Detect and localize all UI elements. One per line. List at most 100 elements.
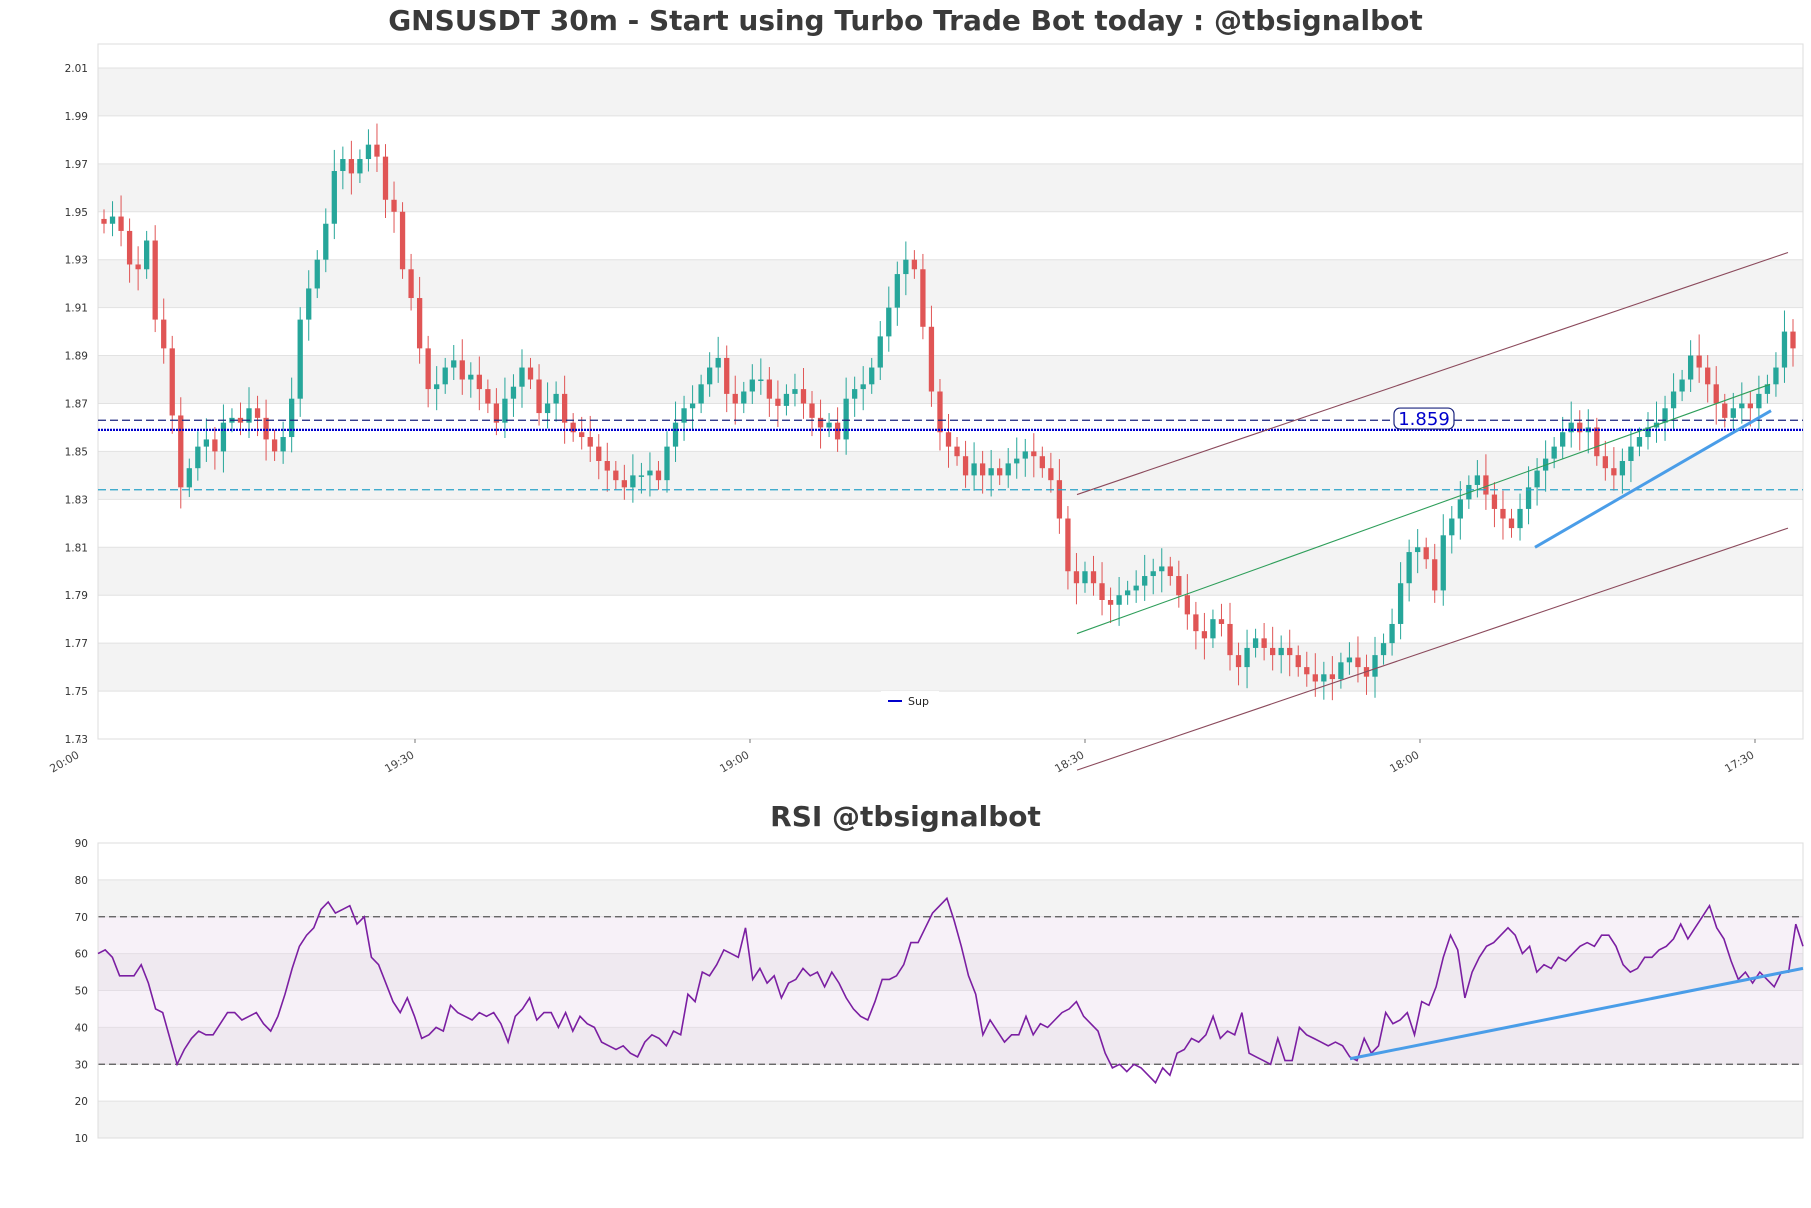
candle-body — [195, 446, 201, 469]
candle-body — [937, 391, 943, 433]
candle-body — [118, 216, 124, 231]
y-tick-label: 1.89 — [65, 351, 88, 363]
candle-body — [1636, 437, 1643, 447]
y-tick-label: 1.77 — [65, 638, 88, 650]
candle-body — [1389, 623, 1395, 644]
rsi-y-tick-label: 60 — [75, 949, 88, 961]
candle-body — [732, 393, 738, 404]
candle-body — [1440, 535, 1446, 591]
candle-body — [954, 446, 960, 457]
candle-body — [553, 393, 559, 404]
candle-body — [1705, 367, 1711, 385]
candle-body — [1415, 547, 1421, 553]
candle-body — [1116, 595, 1122, 605]
x-tick-label: 19:30 — [383, 748, 417, 775]
candle-body — [1611, 468, 1617, 476]
candle-body — [1491, 494, 1498, 509]
candle-body — [1082, 571, 1088, 584]
y-tick-label: 2.01 — [65, 63, 88, 75]
rsi-y-tick-label: 10 — [75, 1133, 88, 1145]
candle-body — [1159, 566, 1165, 572]
rsi-y-tick-label: 90 — [75, 838, 88, 850]
candle-body — [1594, 427, 1600, 457]
candle-body — [817, 417, 824, 428]
grid-band — [98, 355, 1803, 404]
rsi-trendline — [1349, 966, 1804, 1061]
candle-body — [434, 384, 440, 390]
candle-body — [647, 470, 653, 476]
candle-body — [1329, 674, 1336, 680]
grid-band — [98, 451, 1803, 500]
candle-body — [169, 348, 175, 416]
candle-body — [451, 360, 457, 368]
rsi-y-tick-label: 40 — [75, 1022, 88, 1034]
x-tick-label: 18:30 — [1053, 748, 1087, 775]
candle-body — [655, 470, 662, 481]
candle-body — [903, 259, 909, 275]
candle-body — [1048, 468, 1054, 481]
candle-body — [297, 319, 303, 399]
candle-body — [1619, 461, 1626, 476]
y-tick-label: 1.85 — [65, 446, 88, 458]
candle-body — [596, 446, 602, 461]
candle-body — [502, 398, 508, 423]
legend-label-sup: Sup — [908, 695, 929, 708]
candle-body — [1176, 576, 1182, 596]
candle-body — [604, 461, 610, 471]
y-tick-label: 1.97 — [65, 159, 88, 171]
time-x-axis: 20:00 19:30 19:00 18:30 18:00 17:30 — [48, 739, 1757, 775]
candle-body — [382, 156, 389, 200]
x-tick-label: 17:30 — [1723, 748, 1757, 775]
price-label-text: 1.859 — [1398, 409, 1450, 430]
candle-body — [1244, 647, 1250, 668]
candle-body — [1312, 674, 1318, 682]
candle-body — [894, 274, 900, 308]
candle-body — [1107, 600, 1114, 605]
candle-body — [1645, 427, 1651, 438]
candle-body — [1133, 585, 1139, 591]
candle-body — [758, 379, 764, 382]
candle-body — [314, 259, 320, 289]
candle-body — [1602, 456, 1608, 469]
candle-body — [510, 386, 517, 399]
candle-body — [109, 216, 116, 224]
candle-body — [613, 470, 619, 481]
candle-body — [161, 319, 167, 349]
candle-body — [800, 389, 807, 404]
candle-body — [1432, 559, 1438, 591]
rsi-grid-band — [98, 1101, 1803, 1138]
candle-body — [826, 422, 832, 428]
candle-body — [724, 357, 730, 394]
candle-body — [1423, 547, 1429, 560]
candle-body — [408, 269, 414, 299]
candle-body — [1449, 518, 1455, 536]
candle-body — [544, 403, 551, 414]
candle-body — [1406, 552, 1412, 584]
price-y-axis: 1.73 1.75 1.77 1.79 1.81 1.83 1.85 1.87 1.89 1.91… — [65, 63, 88, 746]
candle-body — [1005, 463, 1011, 476]
y-tick-label: 1.87 — [65, 398, 88, 410]
candle-body — [1218, 619, 1225, 624]
candle-body — [1517, 508, 1523, 529]
candle-body — [962, 456, 969, 476]
candle-body — [237, 417, 244, 423]
candle-body — [459, 360, 465, 380]
candle-body — [135, 264, 141, 270]
price-label-box — [1393, 407, 1455, 430]
candle-body — [1534, 470, 1540, 488]
x-tick-label: 19:00 — [718, 748, 752, 775]
grid-band — [98, 67, 1803, 116]
candle-body — [246, 408, 252, 423]
candle-body — [348, 159, 355, 174]
candle-body — [979, 463, 986, 476]
candle-body — [877, 336, 883, 368]
candle-body — [365, 144, 372, 160]
rsi-y-tick-label: 30 — [75, 1059, 88, 1071]
candle-body — [766, 379, 773, 399]
candle-body — [1278, 647, 1284, 656]
candle-body — [323, 223, 329, 260]
candle-body — [1167, 566, 1173, 577]
candle-body — [1585, 427, 1591, 433]
candle-body — [203, 439, 210, 447]
